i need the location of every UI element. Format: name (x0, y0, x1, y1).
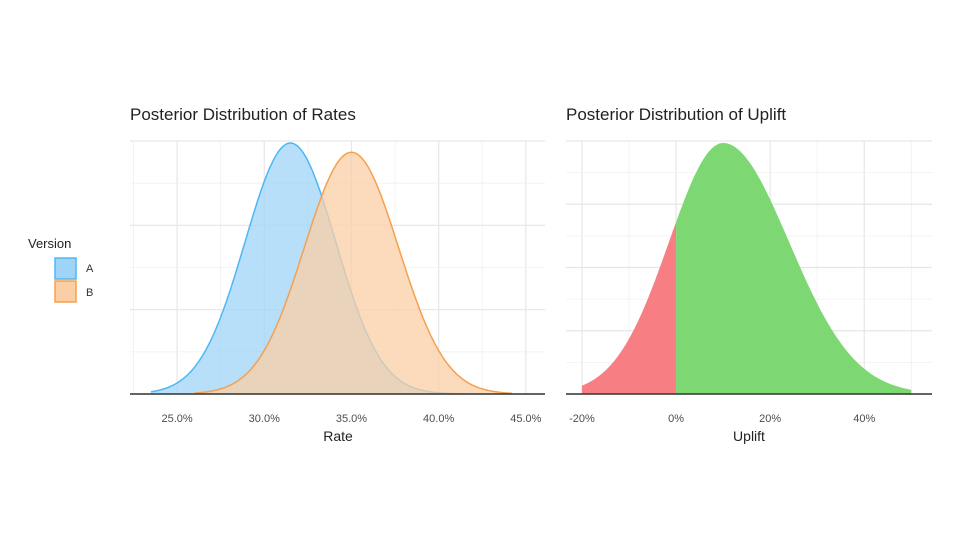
rates-x-title: Rate (323, 428, 353, 444)
density-line-b (194, 151, 512, 395)
legend: Version A B (28, 236, 94, 303)
x-tick-label: 25.0% (161, 413, 192, 425)
x-tick-label: 30.0% (249, 413, 280, 425)
x-tick-label: 40.0% (423, 413, 454, 425)
uplift-panel: Posterior Distribution of Uplift -20% 0% 2… (566, 105, 932, 444)
x-tick-label: 20% (759, 413, 781, 425)
x-tick-label: 35.0% (336, 413, 367, 425)
rates-title: Posterior Distribution of Rates (130, 105, 356, 124)
legend-label-a: A (86, 263, 94, 275)
legend-key-a (54, 257, 77, 280)
uplift-areas (581, 143, 912, 394)
legend-key-b (54, 280, 77, 303)
rates-panel: Posterior Distribution of Rates 25.0% 30.… (130, 105, 545, 444)
rates-x-ticks: 25.0% 30.0% 35.0% 40.0% 45.0% (161, 413, 541, 425)
uplift-negative-area (581, 222, 677, 394)
uplift-positive-area (676, 143, 912, 394)
x-tick-label: 0% (668, 413, 684, 425)
uplift-title: Posterior Distribution of Uplift (566, 105, 786, 124)
x-tick-label: -20% (569, 413, 595, 425)
legend-title: Version (28, 236, 71, 251)
rates-areas (150, 142, 512, 395)
uplift-x-title: Uplift (733, 428, 765, 444)
x-tick-label: 45.0% (510, 413, 541, 425)
x-tick-label: 40% (853, 413, 875, 425)
legend-label-b: B (86, 287, 93, 299)
uplift-x-ticks: -20% 0% 20% 40% (569, 413, 875, 425)
